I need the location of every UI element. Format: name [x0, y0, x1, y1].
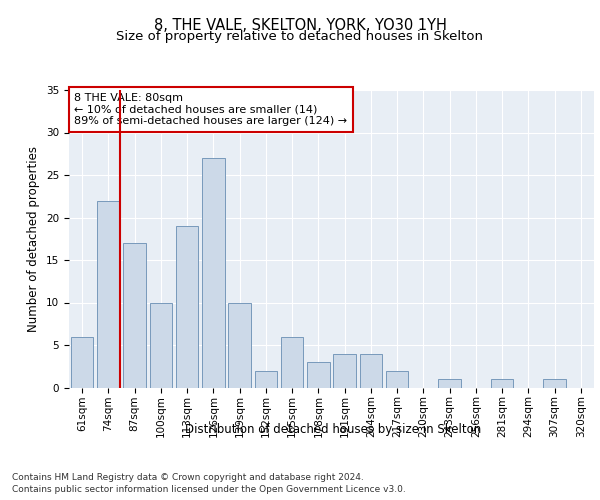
Bar: [307, 362, 329, 388]
Bar: [360, 354, 382, 388]
Text: Contains HM Land Registry data © Crown copyright and database right 2024.: Contains HM Land Registry data © Crown c…: [12, 472, 364, 482]
Bar: [229, 302, 251, 388]
Bar: [71, 336, 93, 388]
Text: Distribution of detached houses by size in Skelton: Distribution of detached houses by size …: [185, 422, 481, 436]
Y-axis label: Number of detached properties: Number of detached properties: [28, 146, 40, 332]
Bar: [124, 243, 146, 388]
Text: 8 THE VALE: 80sqm
← 10% of detached houses are smaller (14)
89% of semi-detached: 8 THE VALE: 80sqm ← 10% of detached hous…: [74, 93, 347, 126]
Bar: [281, 336, 303, 388]
Bar: [176, 226, 198, 388]
Text: Contains public sector information licensed under the Open Government Licence v3: Contains public sector information licen…: [12, 485, 406, 494]
Text: 8, THE VALE, SKELTON, YORK, YO30 1YH: 8, THE VALE, SKELTON, YORK, YO30 1YH: [154, 18, 446, 32]
Bar: [491, 379, 513, 388]
Bar: [386, 370, 408, 388]
Bar: [202, 158, 224, 388]
Text: Size of property relative to detached houses in Skelton: Size of property relative to detached ho…: [116, 30, 484, 43]
Bar: [150, 302, 172, 388]
Bar: [255, 370, 277, 388]
Bar: [544, 379, 566, 388]
Bar: [334, 354, 356, 388]
Bar: [97, 200, 119, 388]
Bar: [439, 379, 461, 388]
